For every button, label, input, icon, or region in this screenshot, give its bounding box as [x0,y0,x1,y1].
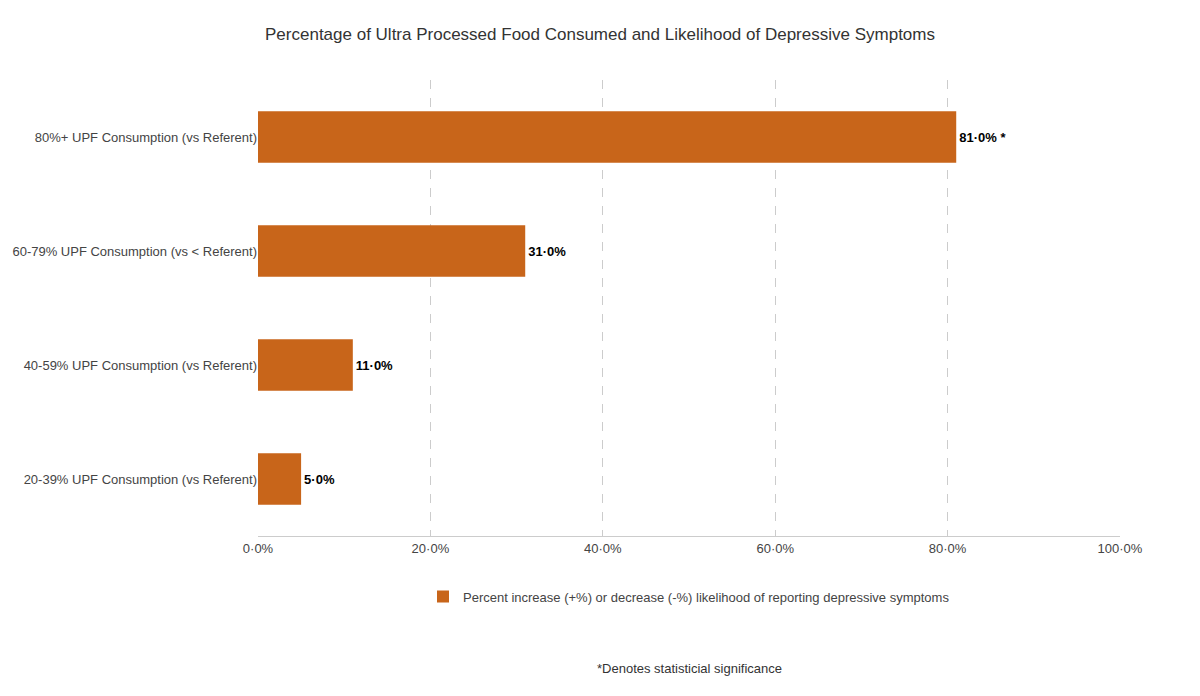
svg-text:*Denotes statisticial signific: *Denotes statisticial significance [597,661,782,676]
svg-text:Percentage of Ultra Processed: Percentage of Ultra Processed Food Consu… [265,25,935,44]
svg-text:81·0% *: 81·0% * [959,130,1006,145]
svg-text:80%+ UPF Consumption (vs Refer: 80%+ UPF Consumption (vs Referent) [35,130,257,145]
svg-text:60·0%: 60·0% [756,541,794,556]
svg-text:20·0%: 20·0% [412,541,450,556]
svg-text:100·0%: 100·0% [1098,541,1143,556]
svg-text:40·0%: 40·0% [584,541,622,556]
svg-text:20-39% UPF Consumption (vs Ref: 20-39% UPF Consumption (vs Referent) [24,472,257,487]
svg-text:5·0%: 5·0% [304,472,335,487]
svg-text:Percent increase (+%) or decre: Percent increase (+%) or decrease (-%) l… [463,590,949,605]
svg-text:60-79% UPF Consumption (vs < R: 60-79% UPF Consumption (vs < Referent) [12,244,257,259]
svg-text:0·0%: 0·0% [243,541,274,556]
svg-text:31·0%: 31·0% [528,244,566,259]
svg-text:40-59% UPF Consumption (vs Ref: 40-59% UPF Consumption (vs Referent) [24,358,257,373]
svg-text:11·0%: 11·0% [356,358,393,373]
svg-text:80·0%: 80·0% [929,541,967,556]
